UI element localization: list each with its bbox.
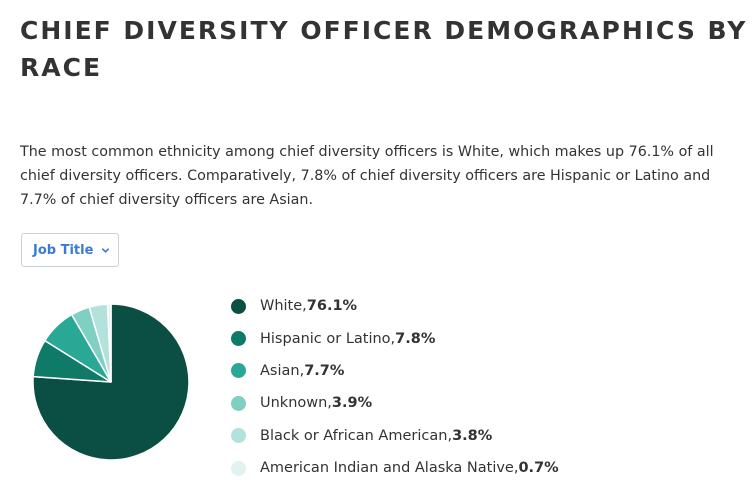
legend-item: Black or African American, 3.8% [231, 420, 559, 452]
legend-swatch [231, 428, 246, 444]
legend-swatch [231, 460, 246, 476]
job-title-dropdown[interactable]: Job Title [21, 233, 119, 267]
legend-value: 0.7% [518, 460, 559, 477]
race-pie-chart [32, 303, 190, 461]
legend-value: 7.8% [395, 330, 436, 347]
legend-item: White, 76.1% [231, 290, 559, 322]
legend-item: American Indian and Alaska Native, 0.7% [231, 452, 559, 484]
legend-value: 7.7% [304, 362, 345, 379]
legend-swatch [231, 363, 246, 379]
chart-description: The most common ethnicity among chief di… [20, 144, 714, 208]
legend-label: Hispanic or Latino, [260, 330, 396, 347]
pie-slice-american-indian-and-alaska-native [106, 303, 112, 383]
legend-label: American Indian and Alaska Native, [260, 460, 519, 477]
legend-value: 76.1% [306, 298, 358, 315]
legend-swatch [231, 331, 246, 347]
legend-label: Black or African American, [260, 427, 453, 444]
legend-swatch [231, 395, 246, 411]
page-title: CHIEF DIVERSITY OFFICER DEMOGRAPHICS BY … [20, 16, 748, 82]
legend-swatch [231, 298, 246, 314]
legend-item: Unknown, 3.9% [231, 387, 559, 419]
legend-item: Hispanic or Latino, 7.8% [231, 322, 559, 354]
legend-label: Unknown, [260, 395, 332, 412]
legend-value: 3.9% [331, 395, 373, 412]
legend-item: Asian, 7.7% [231, 355, 559, 387]
legend-label: White, [260, 298, 307, 315]
chevron-down-icon [102, 247, 110, 253]
chart-legend: White, 76.1% Hispanic or Latino, 7.8% Asia… [231, 290, 559, 484]
legend-label: Asian, [260, 362, 305, 379]
job-title-dropdown-label: Job Title [33, 242, 94, 258]
legend-value: 3.8% [452, 427, 493, 444]
